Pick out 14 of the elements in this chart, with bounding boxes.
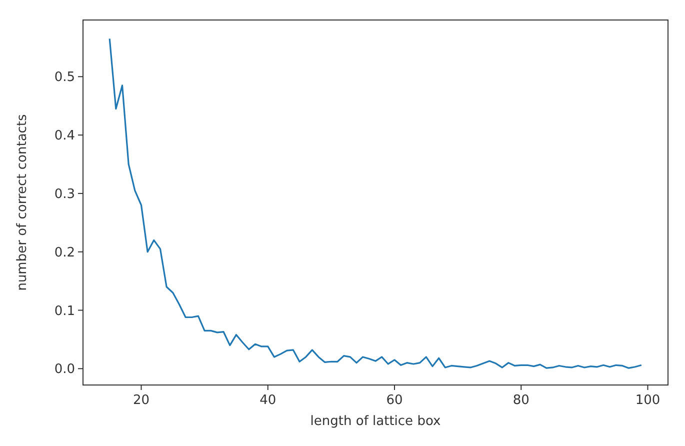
x-tick-label: 60 <box>386 393 403 408</box>
x-tick-label: 80 <box>512 393 530 408</box>
x-tick-label: 100 <box>635 393 660 408</box>
y-tick-label: 0.4 <box>54 128 75 144</box>
x-tick-label: 40 <box>260 393 276 408</box>
y-tick-label: 0.2 <box>54 245 75 260</box>
y-axis-title: number of correct contacts <box>15 114 30 291</box>
y-tick-label: 0.1 <box>54 304 75 319</box>
y-tick-label: 0.3 <box>54 187 75 202</box>
x-tick-label: 20 <box>132 393 150 408</box>
x-axis-title: length of lattice box <box>310 414 441 429</box>
line-series <box>108 38 642 369</box>
y-tick-label: 0.5 <box>54 70 75 86</box>
y-tick-label: 0.0 <box>54 362 75 378</box>
